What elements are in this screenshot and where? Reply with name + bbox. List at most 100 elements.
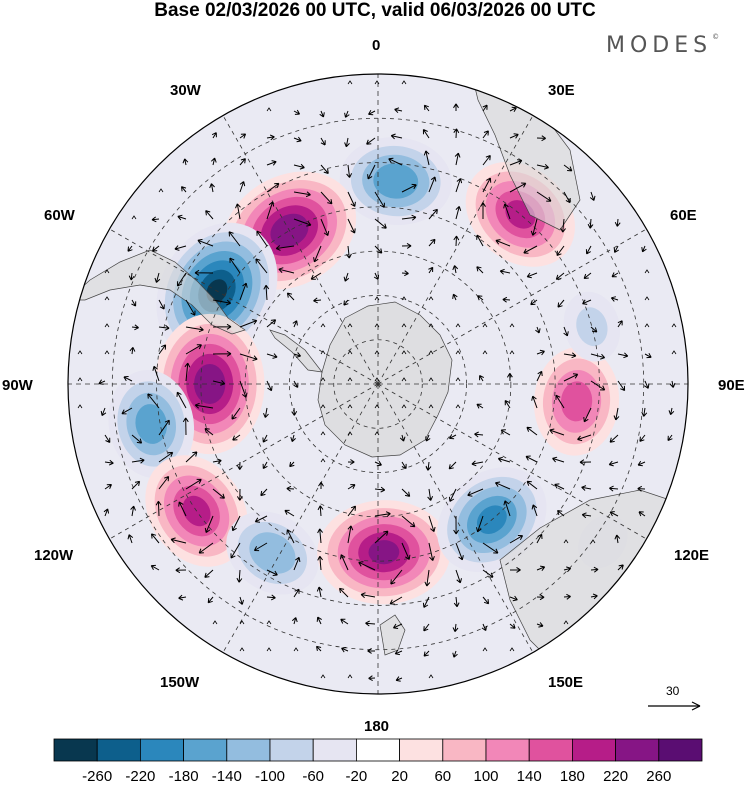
wind-vector xyxy=(317,555,324,571)
wind-vector xyxy=(401,377,407,382)
latitude-circle xyxy=(200,206,556,562)
wind-vector xyxy=(482,177,492,193)
wind-vector xyxy=(131,215,137,220)
wind-vector xyxy=(152,365,160,382)
wind-vector xyxy=(100,407,107,417)
label-lon-30w: 30W xyxy=(170,82,201,99)
wind-vector xyxy=(238,596,244,605)
wind-vector xyxy=(292,320,298,328)
wind-vector xyxy=(509,350,515,355)
wind-vector xyxy=(293,647,299,652)
wind-vector xyxy=(583,407,592,423)
wind-vector xyxy=(239,620,245,625)
latitude-circle xyxy=(156,162,600,606)
wind-vector xyxy=(347,218,356,234)
anomaly-level xyxy=(576,307,608,347)
colorbar-tick-label: 220 xyxy=(603,768,629,785)
wind-vector xyxy=(536,191,552,202)
wind-vector xyxy=(428,238,436,247)
colorbar-swatch xyxy=(96,738,141,762)
wind-vector xyxy=(293,556,301,571)
brand-name: MODES xyxy=(606,33,713,58)
wind-vector xyxy=(104,350,110,355)
label-lon-60w: 60W xyxy=(44,207,75,224)
wind-vector xyxy=(181,186,187,193)
colorbar-tick-label: -260 xyxy=(82,768,113,785)
wind-vector xyxy=(340,618,349,625)
label-lon-180: 180 xyxy=(364,718,390,735)
wind-vector xyxy=(284,509,295,517)
wind-vector xyxy=(671,323,677,328)
wind-vector xyxy=(266,647,272,652)
wind-vector xyxy=(290,434,296,442)
wind-vector xyxy=(347,350,353,355)
wind-vector xyxy=(374,245,383,254)
wind-vector xyxy=(467,488,484,497)
wind-vector xyxy=(310,272,322,280)
brand-logo: MODES© xyxy=(606,33,719,58)
wind-vector xyxy=(131,457,145,464)
wind-vector xyxy=(228,231,241,247)
brand-mark: © xyxy=(712,33,720,41)
wind-vector xyxy=(497,456,511,463)
wind-vector xyxy=(590,566,599,573)
wind-vector xyxy=(448,434,457,440)
wind-vector xyxy=(509,106,517,113)
wind-vector xyxy=(320,323,326,328)
anomaly-level xyxy=(560,381,593,422)
wind-vector xyxy=(316,616,322,625)
wind-vector xyxy=(374,323,380,328)
wind-vector xyxy=(390,133,403,140)
latitude-circle xyxy=(333,339,423,429)
wind-vector xyxy=(557,510,565,517)
wind-vector xyxy=(204,428,214,436)
wind-vector xyxy=(236,569,243,583)
meridian xyxy=(377,115,534,385)
wind-vector xyxy=(147,393,160,409)
wind-vector xyxy=(590,539,596,544)
wind-vector xyxy=(319,110,325,118)
wind-vector xyxy=(477,295,484,301)
wind-vector xyxy=(293,136,302,143)
wind-vector xyxy=(293,352,301,358)
label-lon-60e: 60E xyxy=(670,207,697,224)
wind-vector xyxy=(482,350,488,355)
wind-vector xyxy=(617,352,629,359)
wind-vector xyxy=(448,461,457,470)
wind-vector xyxy=(609,485,619,492)
wind-vector xyxy=(266,380,273,392)
south-america-land xyxy=(68,249,246,335)
wind-vector xyxy=(194,402,214,409)
wind-vector xyxy=(320,431,326,436)
wind-vector xyxy=(367,647,376,654)
wind-vector xyxy=(401,542,411,560)
wind-vector xyxy=(455,404,461,409)
wind-vector xyxy=(130,505,136,517)
wind-vector xyxy=(293,588,300,598)
wind-vector xyxy=(617,320,623,328)
wind-vector xyxy=(275,245,295,251)
wind-vector xyxy=(560,218,566,233)
wind-vector xyxy=(392,623,403,629)
wind-vector xyxy=(428,323,434,328)
wind-vector xyxy=(231,407,241,420)
wind-vector xyxy=(263,284,270,301)
wind-vector xyxy=(641,407,648,417)
wind-vector xyxy=(504,400,511,409)
wind-vector xyxy=(425,461,432,471)
wind-vector xyxy=(425,434,431,442)
wind-vector xyxy=(536,594,545,601)
wind-vector xyxy=(563,164,573,172)
wind-vector xyxy=(401,270,409,277)
wind-vector xyxy=(347,323,353,328)
wind-vector xyxy=(347,404,353,409)
wind-vector xyxy=(212,620,218,625)
map-boundary xyxy=(67,73,689,695)
wind-vector xyxy=(313,297,322,304)
wind-vector xyxy=(320,458,326,463)
wind-vector xyxy=(525,455,538,463)
wind-vector xyxy=(453,596,460,608)
wind-vector xyxy=(531,395,538,409)
wind-vector xyxy=(229,257,241,274)
wind-vector xyxy=(340,554,349,571)
